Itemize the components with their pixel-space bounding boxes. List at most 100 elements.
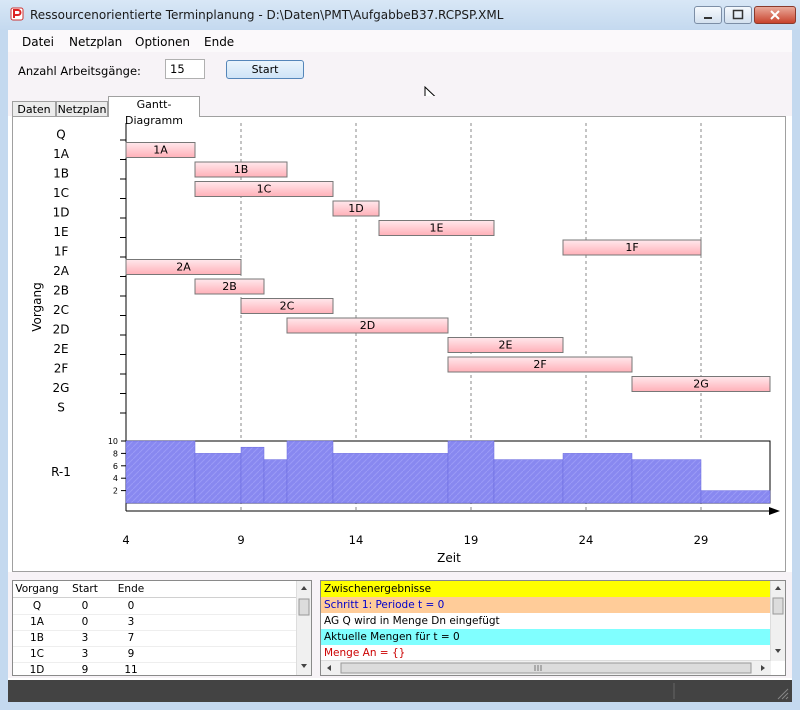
resource-tick-label: 10 xyxy=(108,437,118,446)
scroll-arrows-icon xyxy=(298,586,310,668)
menu-optionen[interactable]: Optionen xyxy=(135,35,191,49)
x-tick-label: 29 xyxy=(694,533,709,547)
tab-strip: Daten Netzplan Gantt-Diagramm xyxy=(8,96,792,127)
task-bar xyxy=(286,317,449,334)
menu-netzplan[interactable]: Netzplan xyxy=(69,35,123,49)
row-label: 2A xyxy=(53,264,70,278)
task-label: 2D xyxy=(360,319,375,332)
header-vorgang: Vorgang xyxy=(15,583,59,595)
menu-datei[interactable]: Datei xyxy=(22,35,55,49)
resource-label: R-1 xyxy=(51,465,71,479)
log-line: Aktuelle Mengen für t = 0 xyxy=(321,629,771,645)
table-cell: 3 xyxy=(127,616,135,628)
log-vscrollbar[interactable] xyxy=(770,581,785,661)
resource-bar xyxy=(493,459,564,504)
header-ende: Ende xyxy=(117,583,145,595)
task-label: 1F xyxy=(625,241,638,254)
window-frame-right xyxy=(792,30,800,702)
x-tick-label: 4 xyxy=(122,533,129,547)
x-tick-label: 14 xyxy=(349,533,364,547)
task-label: 2A xyxy=(176,261,191,274)
row-label: 1B xyxy=(53,167,69,181)
title-bar: Ressourcenorientierte Terminplanung - D:… xyxy=(0,0,800,31)
table-row[interactable]: 1C 3 9 xyxy=(13,646,299,663)
task-bar xyxy=(194,161,288,178)
table-header: Vorgang Start Ende xyxy=(13,581,299,598)
task-label: 2G xyxy=(693,378,709,391)
resource-bar xyxy=(125,440,196,504)
log-line: AG Q wird in Menge Dn eingefügt xyxy=(321,613,771,629)
x-axis-arrow-icon xyxy=(769,507,780,515)
window-frame-bottom xyxy=(0,702,800,710)
table-cell: 0 xyxy=(81,600,89,612)
resource-tick-label: 8 xyxy=(113,449,118,458)
table-row[interactable]: 1A 0 3 xyxy=(13,614,299,631)
task-label: 1D xyxy=(348,202,363,215)
maximize-button[interactable] xyxy=(724,6,752,24)
log-line: Schritt 1: Periode t = 0 xyxy=(321,597,771,613)
close-button[interactable] xyxy=(754,6,796,24)
log-line: Zwischenergebnisse xyxy=(321,581,771,597)
task-label: 2E xyxy=(499,339,513,352)
window-title: Ressourcenorientierte Terminplanung - D:… xyxy=(30,8,504,22)
close-icon xyxy=(770,10,780,20)
task-bar xyxy=(125,259,242,275)
minimize-button[interactable] xyxy=(694,6,722,24)
table-row[interactable]: Q 0 0 xyxy=(13,598,299,615)
start-button[interactable]: Start xyxy=(226,60,304,79)
table-cell: 0 xyxy=(81,616,89,628)
row-label: 1A xyxy=(53,147,70,161)
task-label: 1A xyxy=(153,144,168,157)
status-bar xyxy=(8,680,792,702)
row-label: 2E xyxy=(53,342,68,356)
table-row[interactable]: 1B 3 7 xyxy=(13,630,299,647)
log-hscrollbar[interactable] xyxy=(321,660,771,675)
tab-gantt-diagramm[interactable]: Gantt-Diagramm xyxy=(108,96,200,127)
log-line: Menge An = {} xyxy=(321,645,771,661)
row-label: 1C xyxy=(53,186,69,200)
header-start: Start xyxy=(72,583,98,595)
table-row[interactable]: 1D 9 11 xyxy=(13,662,299,676)
table-cell: 1C xyxy=(29,648,44,660)
task-label: 2F xyxy=(533,358,546,371)
table-cell: 3 xyxy=(81,648,89,660)
table-cell: 1B xyxy=(30,632,44,644)
task-label: 2C xyxy=(280,300,295,313)
x-tick-label: 24 xyxy=(579,533,594,547)
task-bar xyxy=(194,278,265,295)
resource-bar xyxy=(562,453,633,504)
task-label: 2B xyxy=(222,280,237,293)
log-panel[interactable]: Zwischenergebnisse Schritt 1: Periode t =… xyxy=(320,580,786,676)
gantt-chart: Q 1A 1B 1C 1D 1E 1F 2A 2B 2C 2D 2E 2F 2G S Vorgang 1A 1B 1… xyxy=(30,123,780,565)
count-label: Anzahl Arbeitsgänge: xyxy=(18,64,141,78)
resource-tick-label: 4 xyxy=(113,474,118,483)
gantt-panel: Q 1A 1B 1C 1D 1E 1F 2A 2B 2C 2D 2E 2F 2G S Vorgang 1A 1B 1… xyxy=(12,116,786,572)
row-label: Q xyxy=(56,128,65,142)
menu-ende[interactable]: Ende xyxy=(204,35,235,49)
count-input[interactable] xyxy=(165,59,205,79)
schedule-table[interactable]: Vorgang Start Ende Q 0 0 1A 0 3 1B 3 7 1C 3 9 1D 9 11 xyxy=(12,580,312,676)
row-label: 2D xyxy=(53,323,70,337)
table-scrollbar[interactable] xyxy=(296,581,311,675)
row-label: 2B xyxy=(53,284,69,298)
row-label: S xyxy=(57,401,65,415)
task-label: 1E xyxy=(430,222,444,235)
row-label: 2C xyxy=(53,303,69,317)
table-cell: 7 xyxy=(127,632,135,644)
minimize-icon xyxy=(704,17,712,19)
task-bar xyxy=(447,356,633,373)
resource-tick-label: 6 xyxy=(113,462,118,471)
resource-bar xyxy=(447,440,495,504)
table-cell: 0 xyxy=(127,600,135,612)
resource-bar xyxy=(332,453,449,504)
table-cell: 9 xyxy=(81,664,89,676)
task-label: 1C xyxy=(257,183,272,196)
table-cell: 11 xyxy=(124,664,138,676)
resource-bar xyxy=(263,459,288,504)
tab-daten[interactable]: Daten xyxy=(12,101,56,117)
menu-bar: Datei Netzplan Optionen Ende xyxy=(8,30,792,52)
resource-tick-label: 2 xyxy=(113,487,118,496)
row-label: 2F xyxy=(54,362,69,376)
task-bar xyxy=(125,142,196,158)
tab-netzplan[interactable]: Netzplan xyxy=(56,101,108,117)
